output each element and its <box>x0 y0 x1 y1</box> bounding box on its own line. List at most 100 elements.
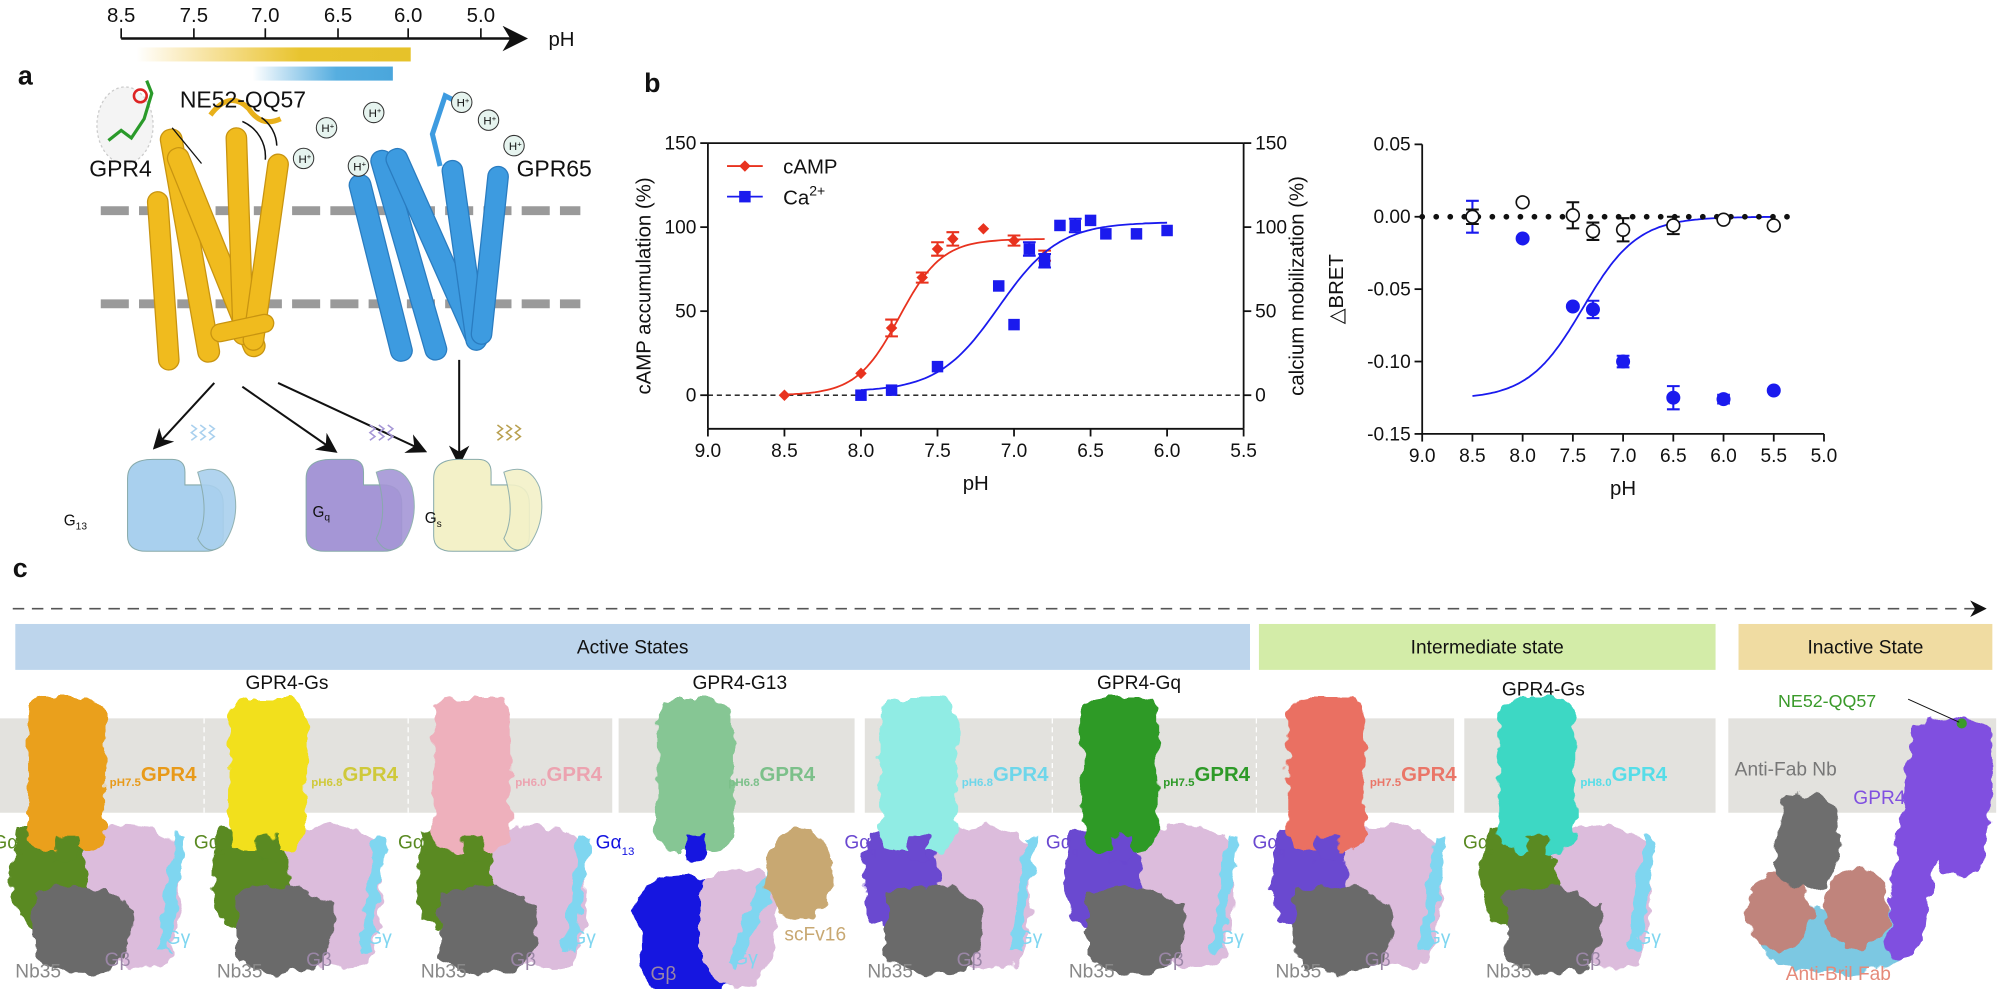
x-tick-label: 7.5 <box>1560 446 1587 467</box>
galpha-helix-density <box>461 835 483 862</box>
galpha-main: Gα <box>596 832 622 853</box>
state-label: Inactive State <box>1807 637 1923 658</box>
ggamma-density <box>1418 835 1446 951</box>
ph-scale: 8.5 7.5 7.0 6.5 6.0 5.0 pH <box>107 5 575 81</box>
density-shapes <box>213 697 387 974</box>
g-protein-main: G <box>313 504 325 521</box>
proton-symbol: H <box>483 116 491 128</box>
cryo-em-map: pH7.5GPR4 Gαq Nb35 Gβ Gγ <box>1253 697 1457 982</box>
data-point <box>778 389 791 401</box>
data-point <box>1565 208 1581 223</box>
data-point <box>1666 390 1681 405</box>
g-protein-main: G <box>64 513 76 530</box>
signal-arcs <box>242 116 278 160</box>
data-point <box>1616 354 1631 369</box>
gpr4-structure <box>146 98 289 371</box>
complex-title: GPR4-Gs <box>246 673 329 694</box>
proton-circle <box>451 91 473 113</box>
cryo-em-map: pH8.0GPR4 Gαs Nb35 Gβ Gγ <box>1463 697 1668 982</box>
x-tick-label: 5.5 <box>1230 441 1257 462</box>
g-beta-gamma-shape <box>503 468 543 551</box>
proton-charge: + <box>377 106 382 115</box>
y-tick-label: 100 <box>665 218 697 239</box>
ph-label: pH8.0 <box>1580 777 1611 789</box>
y-tick-label: 150 <box>665 133 697 154</box>
data-point <box>739 160 751 172</box>
galpha-label: Gαq <box>844 832 876 857</box>
fit-curve <box>1472 216 1774 397</box>
nb35-label: Nb35 <box>15 961 61 982</box>
gbeta-label: Gβ <box>1365 950 1391 971</box>
g-beta-gamma-shape <box>197 468 237 551</box>
gpr65-label: GPR65 <box>517 155 592 181</box>
galpha-sub: s <box>1489 846 1495 858</box>
ph-axis-label: pH <box>548 29 574 51</box>
inactive-densities <box>1746 717 1992 975</box>
receptor-label: GPR4 <box>993 764 1049 786</box>
proton-icon: H+ <box>315 117 338 139</box>
receptor-label: GPR4 <box>760 764 816 786</box>
gpr65-ph-range-bar <box>252 66 393 81</box>
ph-tick-label: 8.5 <box>107 5 135 27</box>
galpha-sub: s <box>424 846 430 858</box>
state-bar <box>1258 623 1716 670</box>
galpha-sub: s <box>220 846 226 858</box>
proton-icon: H+ <box>292 147 315 170</box>
gpr4-density <box>1498 697 1576 852</box>
x-tick-label: 7.5 <box>924 441 951 462</box>
galpha-helix-density <box>1316 835 1337 862</box>
data-point <box>1161 224 1173 237</box>
galpha-main: Gα <box>1046 832 1072 853</box>
receptor-label: GPR4 <box>1401 764 1457 786</box>
proton-symbol: H <box>321 123 329 135</box>
g-protein-label: G13 <box>64 513 88 533</box>
x-tick-label: 8.5 <box>771 441 798 462</box>
proton-charge: + <box>517 139 522 148</box>
x-axis-label: pH <box>963 473 989 495</box>
galpha-main: Gα <box>398 832 424 853</box>
x-tick-label: 5.5 <box>1760 446 1787 467</box>
x-tick-label: 6.5 <box>1077 441 1104 462</box>
nb35-density <box>440 885 537 974</box>
proton-icon: H+ <box>477 109 500 131</box>
nb35-label: Nb35 <box>1069 961 1115 982</box>
gpr4-ph-range-bar <box>136 47 411 62</box>
data-point <box>1766 383 1781 398</box>
ggamma-label: Gγ <box>1219 928 1244 949</box>
data-point <box>885 322 898 334</box>
receptor-label: GPR4 <box>547 764 603 786</box>
galpha-label: Gαs <box>398 832 430 857</box>
gpr4-inactive-density <box>1885 717 1992 958</box>
complex-title: GPR4-G13 <box>692 673 787 694</box>
data-point <box>1100 228 1112 240</box>
y2-tick-label: 50 <box>1255 302 1276 323</box>
data-point <box>947 233 959 245</box>
gpr4-label: GPR4 <box>89 155 152 181</box>
data-point <box>992 280 1005 292</box>
y2-tick-label: 100 <box>1255 218 1287 239</box>
data-point <box>1716 212 1731 227</box>
anti-fab-nb-label: Anti-Fab Nb <box>1735 760 1837 781</box>
galpha-main: Gα <box>844 832 870 853</box>
ggamma-label: Gγ <box>1018 928 1043 949</box>
nb35-density <box>235 885 333 974</box>
state-bar <box>1738 623 1993 670</box>
complex-title: GPR4-Gs <box>1502 679 1585 700</box>
proton-label: H+ <box>457 96 470 110</box>
ggamma-density <box>725 869 780 968</box>
state-label: Active States <box>577 637 689 658</box>
nb35-density <box>34 885 132 974</box>
receptor-label: GPR4 <box>342 764 398 786</box>
gpr4-density <box>1081 697 1159 852</box>
gpr4-label: pH8.0GPR4 <box>1580 764 1667 789</box>
series-ca <box>855 214 1173 401</box>
x-tick-label: 6.0 <box>1710 446 1737 467</box>
proton-label: H+ <box>298 152 311 166</box>
legend-item: cAMP <box>727 157 838 179</box>
galpha-main: Gα <box>1463 832 1489 853</box>
lipid-anchor-icon <box>368 424 395 441</box>
ph-label: pH7.5 <box>1370 777 1402 789</box>
chart-camp-calcium: 9.0 8.5 8.0 7.5 7.0 6.5 6.0 5.5 0 50 100 150 0 50 100 1… <box>634 133 1309 495</box>
galpha-label: Gαq <box>1046 832 1078 857</box>
